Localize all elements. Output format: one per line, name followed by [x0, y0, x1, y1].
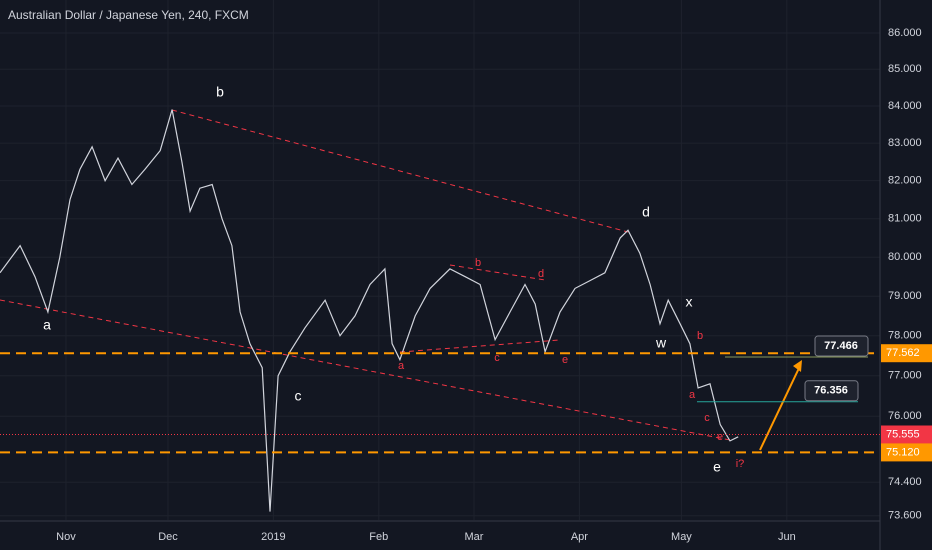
wave-label: d — [538, 268, 544, 280]
trendline — [0, 299, 731, 441]
wave-label: c — [295, 388, 302, 404]
x-tick-label: May — [671, 531, 692, 543]
price-tag-label: 75.555 — [886, 428, 920, 440]
trendline — [171, 109, 629, 233]
wave-label: b — [475, 257, 481, 269]
x-tick-label: 2019 — [261, 531, 285, 543]
x-tick-label: Feb — [369, 531, 388, 543]
arrow-head — [793, 360, 802, 372]
y-tick-label: 80.000 — [888, 251, 922, 263]
wave-label: d — [642, 204, 650, 220]
wave-label: a — [398, 360, 405, 372]
y-tick-label: 76.000 — [888, 410, 922, 422]
price-tag — [881, 443, 932, 462]
projection-arrow — [759, 365, 801, 451]
y-tick-label: 78.000 — [888, 330, 922, 342]
x-tick-label: Dec — [158, 531, 178, 543]
wave-label: e — [562, 354, 568, 366]
price-tag-label: 75.120 — [886, 446, 920, 458]
wave-label: e — [713, 459, 721, 475]
x-tick-label: Mar — [465, 531, 484, 543]
y-tick-label: 81.000 — [888, 213, 922, 225]
price-tag-label: 77.562 — [886, 347, 920, 359]
y-tick-label: 74.400 — [888, 476, 922, 488]
y-tick-label: 77.000 — [888, 370, 922, 382]
y-tick-label: 84.000 — [888, 100, 922, 112]
wave-label: a — [43, 317, 51, 333]
price-tag — [881, 344, 932, 363]
wave-label: b — [216, 84, 224, 100]
y-tick-label: 83.000 — [888, 137, 922, 149]
target-label: 77.466 — [824, 340, 858, 352]
trendlines — [0, 109, 731, 441]
wave-label: e — [717, 431, 723, 443]
y-tick-label: 86.000 — [888, 27, 922, 39]
wave-label: x — [686, 294, 693, 310]
x-tick-label: Jun — [778, 531, 796, 543]
x-tick-label: Nov — [56, 531, 76, 543]
wave-label: a — [689, 389, 696, 401]
target-label: 76.356 — [814, 385, 848, 397]
y-tick-label: 82.000 — [888, 175, 922, 187]
y-tick-label: 85.000 — [888, 63, 922, 75]
wave-label: i? — [736, 458, 745, 470]
x-tick-label: Apr — [571, 531, 588, 543]
chart-title: Australian Dollar / Japanese Yen, 240, F… — [8, 8, 249, 22]
y-tick-label: 79.000 — [888, 290, 922, 302]
price-line — [0, 109, 739, 512]
wave-label: b — [697, 330, 703, 342]
wave-label: w — [655, 335, 667, 351]
target-box — [804, 380, 859, 402]
wave-label: c — [494, 352, 500, 364]
y-tick-label: 73.600 — [888, 510, 922, 522]
target-box — [814, 335, 869, 357]
wave-label: c — [704, 412, 710, 424]
trendline — [449, 264, 546, 281]
price-tag — [881, 425, 932, 444]
